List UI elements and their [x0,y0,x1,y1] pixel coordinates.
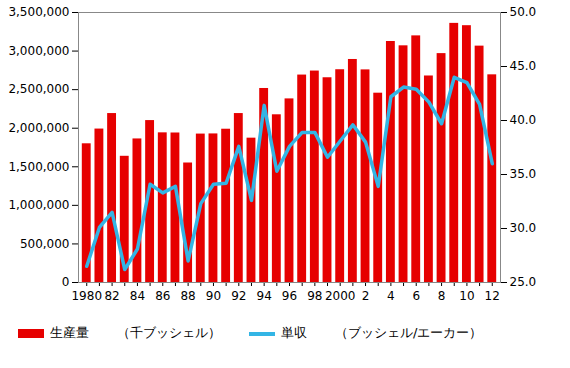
svg-text:92: 92 [231,289,246,303]
svg-text:50.0: 50.0 [510,5,537,19]
svg-text:82: 82 [104,289,119,303]
svg-text:1,500,000: 1,500,000 [8,160,69,174]
svg-text:90: 90 [206,289,221,303]
svg-text:6: 6 [412,289,420,303]
svg-text:40.0: 40.0 [510,113,537,127]
svg-text:0: 0 [62,275,70,289]
svg-text:30.0: 30.0 [510,221,537,235]
html-text:（ブッシェル/エーカー）: （ブッシェル/エーカー） [335,325,483,340]
svg-text:4: 4 [387,289,395,303]
svg-text:8: 8 [438,289,446,303]
svg-text:3,000,000: 3,000,000 [8,44,69,58]
svg-text:3,500,000: 3,500,000 [8,5,69,19]
svg-text:1980: 1980 [71,289,102,303]
svg-text:35.0: 35.0 [510,167,537,181]
svg-text:45.0: 45.0 [510,59,537,73]
svg-text:2,000,000: 2,000,000 [8,121,69,135]
svg-text:500,000: 500,000 [20,237,70,251]
html-text:生産量: 生産量 [50,325,89,340]
svg-text:12: 12 [485,289,500,303]
svg-text:94: 94 [257,289,272,303]
svg-text:2: 2 [362,289,370,303]
svg-text:84: 84 [130,289,145,303]
svg-text:25.0: 25.0 [510,275,537,289]
html-text:単収: 単収 [281,325,307,340]
svg-text:96: 96 [282,289,297,303]
svg-text:86: 86 [155,289,170,303]
svg-text:2,500,000: 2,500,000 [8,82,69,96]
svg-text:10: 10 [459,289,474,303]
html-text:（千ブッシェル）: （千ブッシェル） [117,325,221,340]
svg-text:1,000,000: 1,000,000 [8,198,69,212]
svg-text:2000: 2000 [325,289,356,303]
svg-text:98: 98 [307,289,322,303]
svg-text:88: 88 [180,289,195,303]
